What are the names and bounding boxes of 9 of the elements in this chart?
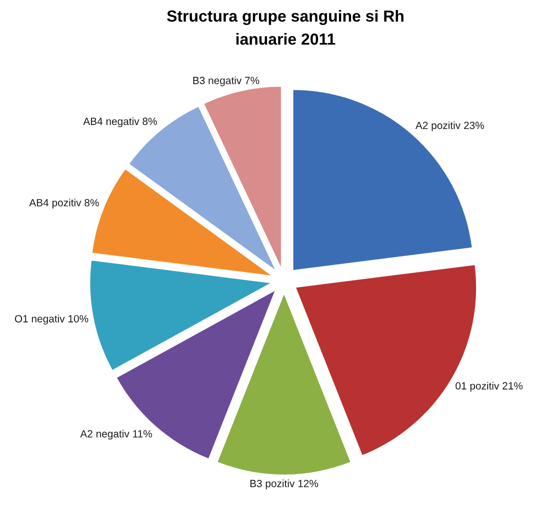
slice-label: B3 pozitiv 12%: [250, 480, 318, 490]
slice-label: A2 pozitiv 23%: [415, 121, 484, 132]
slice-label: B3 negativ 7%: [193, 76, 260, 86]
slice-label: 01 pozitiv 21%: [456, 382, 523, 392]
chart-title: Structura grupe sanguine si Rh ianuarie 2011: [167, 10, 404, 45]
slice-label: A2 negativ 11%: [80, 430, 152, 440]
slice-label: AB4 pozitiv 8%: [29, 198, 99, 208]
slice-label: O1 negativ 10%: [14, 314, 88, 324]
slice-label: AB4 negativ 8%: [83, 117, 157, 128]
